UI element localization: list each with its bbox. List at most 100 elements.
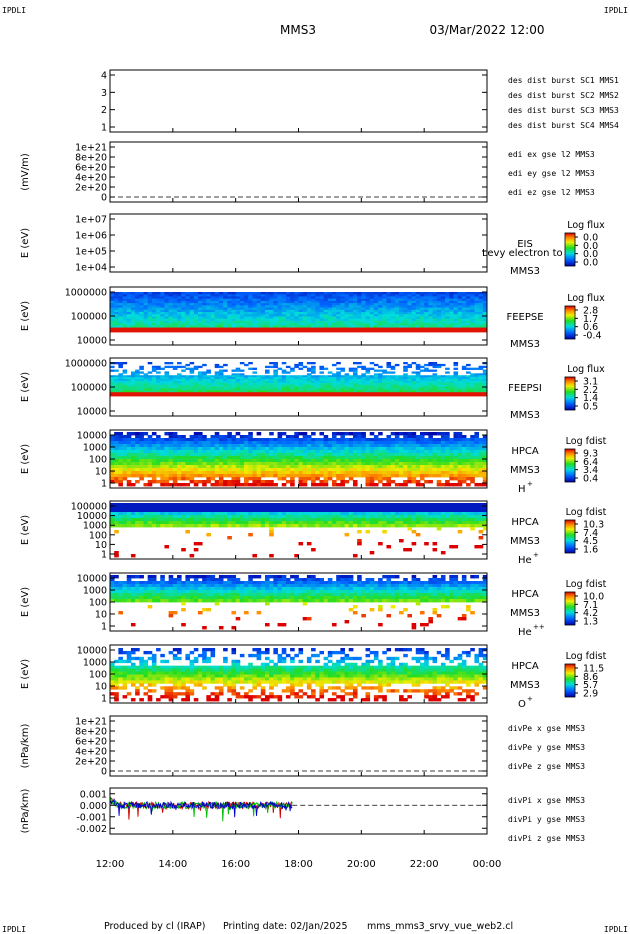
heat-cell [369, 292, 375, 295]
heat-cell [302, 441, 308, 445]
heat-cell [118, 474, 123, 478]
heat-cell [369, 367, 375, 370]
heat-cell [147, 444, 153, 448]
heat-cell [457, 380, 463, 384]
heat-cell [218, 459, 224, 463]
heat-cell [252, 453, 258, 457]
heat-cell [189, 394, 195, 397]
heat-cell [373, 312, 379, 315]
heat-cell [482, 447, 488, 451]
heat-cell [457, 307, 463, 311]
heat-cell [369, 444, 375, 448]
heat-cell [277, 327, 283, 331]
heat-cell [302, 380, 308, 384]
heat-cell [143, 474, 149, 478]
heat-cell [403, 474, 408, 478]
heat-cell [407, 441, 412, 445]
heat-cell [302, 456, 308, 460]
heat-cell [118, 506, 123, 510]
heat-cell [143, 441, 149, 445]
heat-cell [428, 377, 433, 380]
heat-cell [172, 447, 178, 451]
heat-cell [244, 474, 249, 478]
heat-cell [432, 392, 438, 395]
heat-cell [399, 318, 404, 322]
heat-cell [474, 444, 480, 448]
heat-cell [227, 394, 232, 397]
heat-cell [202, 294, 207, 297]
heat-cell [168, 303, 174, 306]
heat-cell [424, 468, 429, 472]
heat-cell [298, 323, 304, 326]
heat-cell [407, 394, 412, 397]
heat-cell [419, 320, 425, 324]
heat-cell [214, 465, 220, 469]
heat-cell [336, 471, 341, 475]
heat-cell [110, 379, 115, 382]
heat-cell [327, 375, 333, 378]
heat-cell [214, 316, 220, 320]
heat-cell [256, 309, 262, 313]
heat-cell [382, 375, 387, 378]
heat-cell [285, 438, 291, 442]
heat-cell [277, 456, 283, 460]
heat-cell [118, 471, 123, 475]
heat-cell [315, 296, 320, 300]
heat-cell [147, 296, 153, 300]
heat-cell [323, 518, 329, 522]
heat-cell [357, 303, 362, 306]
heat-cell [407, 447, 412, 451]
heat-cell [449, 512, 454, 516]
heat-cell [361, 392, 366, 395]
heat-cell [139, 471, 144, 475]
heat-cell [323, 327, 329, 331]
heat-cell [461, 441, 467, 445]
heat-cell [378, 456, 383, 460]
heat-cell [403, 462, 408, 466]
heat-cell [269, 459, 274, 463]
heat-cell [227, 303, 232, 306]
heat-cell [419, 390, 425, 393]
heat-cell [206, 305, 211, 308]
heat-cell [453, 367, 459, 370]
heat-cell [411, 477, 417, 481]
heat-cell [386, 471, 392, 475]
heat-cell [340, 316, 345, 320]
heat-cell [135, 468, 140, 472]
heat-cell [478, 512, 484, 516]
heat-cell [177, 320, 182, 324]
heat-cell [394, 459, 400, 463]
heat-cell [386, 327, 392, 331]
heat-cell [135, 323, 140, 326]
heat-cell [466, 320, 471, 324]
heat-cell [453, 327, 459, 331]
heat-cell [470, 312, 475, 315]
heat-cell [348, 316, 354, 320]
heat-cell [361, 388, 366, 391]
heat-cell [147, 465, 153, 469]
heat-cell [357, 459, 362, 463]
heat-cell [185, 394, 190, 397]
heat-cell [424, 367, 429, 370]
heat-cell [126, 468, 132, 472]
heat-cell [185, 382, 190, 386]
heat-cell [139, 312, 144, 315]
heat-cell [281, 441, 287, 445]
heat-cell [336, 468, 341, 472]
heat-cell [294, 509, 299, 513]
heat-cell [474, 432, 480, 436]
heat-cell [160, 474, 165, 478]
heat-cell [135, 303, 140, 306]
heat-cell [340, 394, 345, 397]
heat-cell [449, 477, 454, 481]
heat-cell [457, 312, 463, 315]
heat-cell [474, 294, 480, 297]
heat-cell [327, 320, 333, 324]
heat-cell [202, 509, 207, 513]
heat-cell [281, 465, 287, 469]
heat-cell [227, 471, 232, 475]
heat-cell [231, 512, 237, 516]
heat-cell [273, 386, 278, 389]
heat-cell [114, 480, 119, 484]
heat-cell [126, 375, 132, 378]
